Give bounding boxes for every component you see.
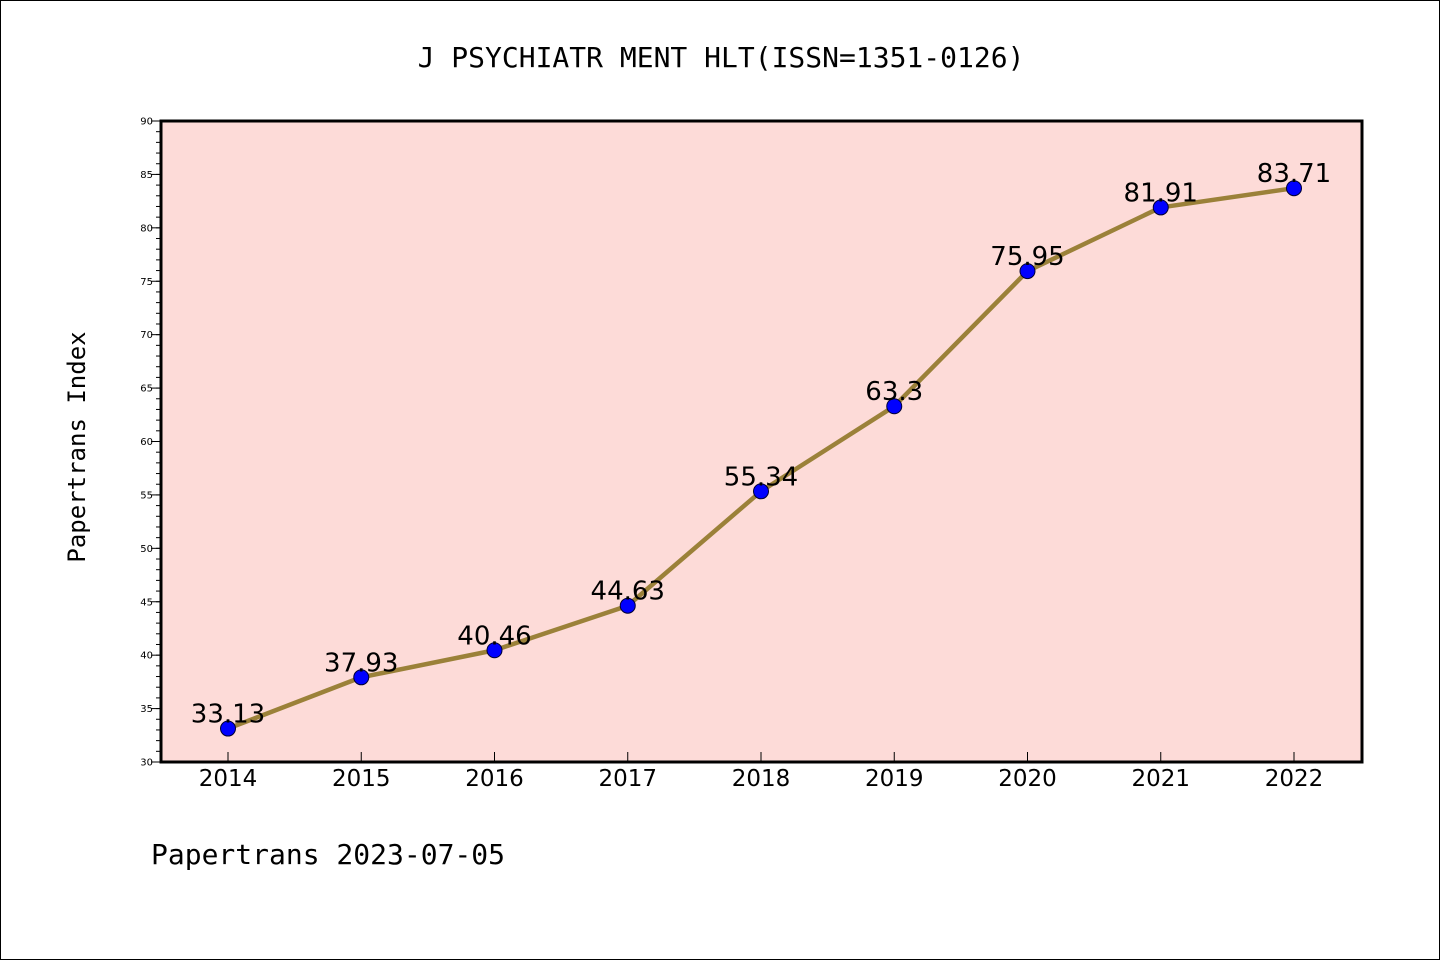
data-point xyxy=(619,597,636,614)
data-label: 63.3 xyxy=(865,377,923,407)
data-point xyxy=(1019,263,1036,280)
x-ticks xyxy=(227,752,1295,762)
y-tick-label: 30 xyxy=(140,758,153,769)
data-label: 44.63 xyxy=(591,577,665,607)
data-point xyxy=(886,398,903,415)
y-axis-label: Papertrans Index xyxy=(63,331,91,562)
y-major-ticks xyxy=(151,120,161,763)
y-tick-label: 50 xyxy=(140,544,153,555)
x-tick-label: 2017 xyxy=(598,766,657,792)
y-tick-label: 45 xyxy=(140,597,153,608)
y-tick-label: 40 xyxy=(140,651,153,662)
x-tick-label: 2019 xyxy=(865,766,924,792)
x-tick-label: 2016 xyxy=(465,766,524,792)
data-label: 33.13 xyxy=(191,700,265,730)
plot-area xyxy=(161,121,1362,762)
y-tick-label: 70 xyxy=(140,330,153,341)
y-tick-label: 65 xyxy=(140,384,153,395)
x-tick-label: 2021 xyxy=(1131,766,1190,792)
x-tick-label: 2018 xyxy=(732,766,791,792)
data-point xyxy=(1152,199,1169,216)
footer-date-label: Papertrans 2023-07-05 xyxy=(151,838,505,871)
chart-title: J PSYCHIATR MENT HLT(ISSN=1351-0126) xyxy=(418,41,1025,74)
data-label: 37.93 xyxy=(324,648,398,678)
data-label: 81.91 xyxy=(1124,178,1198,208)
data-label: 55.34 xyxy=(724,462,798,492)
x-tick-label: 2015 xyxy=(332,766,391,792)
y-tick-label: 35 xyxy=(140,704,153,715)
plot-border xyxy=(159,119,1364,764)
data-point xyxy=(1286,180,1302,197)
data-labels: 33.13 37.93 40.46 44.63 55.34 63.3 75.95 81.91 8… xyxy=(191,159,1331,729)
y-tick-labels: 30 35 40 45 50 55 60 65 70 75 80 85 90 xyxy=(140,117,153,769)
data-label: 83.71 xyxy=(1257,159,1331,189)
data-point xyxy=(486,642,503,659)
y-tick-label: 55 xyxy=(140,490,153,501)
data-label: 75.95 xyxy=(990,242,1064,272)
data-point xyxy=(753,483,769,500)
data-point xyxy=(353,669,370,686)
x-tick-label: 2020 xyxy=(998,766,1057,792)
y-tick-label: 85 xyxy=(140,170,153,181)
x-tick-labels: 2014 2015 2016 2017 2018 2019 2020 2021 2022 xyxy=(199,766,1324,792)
data-label: 40.46 xyxy=(457,621,531,651)
x-tick-label: 2022 xyxy=(1265,766,1324,792)
y-tick-label: 60 xyxy=(140,437,153,448)
data-markers xyxy=(220,180,1302,737)
y-tick-label: 80 xyxy=(140,223,153,234)
data-point xyxy=(220,720,236,737)
x-tick-label: 2014 xyxy=(199,766,258,792)
y-tick-label: 75 xyxy=(140,277,153,288)
y-tick-label: 90 xyxy=(140,117,153,128)
